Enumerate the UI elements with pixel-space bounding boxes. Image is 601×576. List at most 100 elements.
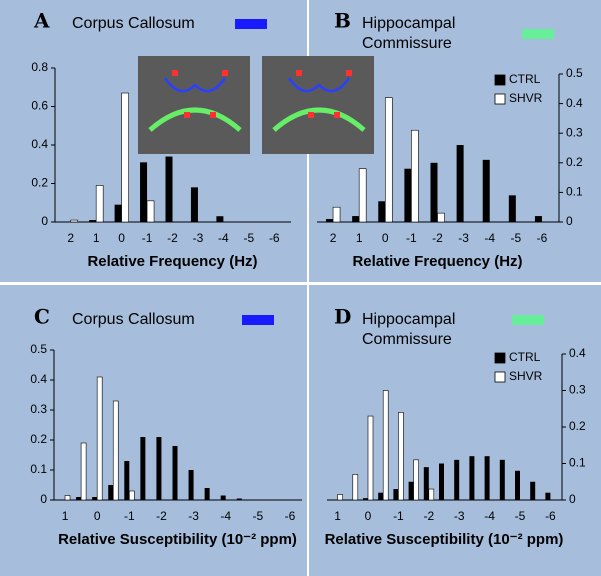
panel-title: Commissure (362, 331, 452, 348)
roi (346, 70, 352, 76)
bar (454, 459, 460, 500)
legend-label: CTRL (509, 72, 541, 86)
bar (534, 216, 542, 222)
plots: A Corpus Callosum 0 0.2 0.4 0.6 0.8 2 1 0 -1 -2 -3 -4… (30, 9, 586, 548)
bar (146, 200, 155, 223)
y-tick-label: 0 (566, 214, 573, 228)
legend-label: CTRL (509, 350, 541, 364)
y-tick-label: 0.6 (31, 99, 48, 113)
y-tick-label: 0.4 (569, 346, 586, 360)
roi (296, 70, 302, 76)
legend-swatch (494, 74, 506, 86)
bar (423, 467, 429, 500)
bar (439, 463, 444, 500)
panel-letter: C (34, 305, 50, 329)
y-tick-label: 0.4 (566, 96, 583, 110)
x-tick-label: -3 (188, 509, 199, 523)
x-axis-label: Relative Frequency (Hz) (352, 253, 522, 270)
y-tick-label: 0.8 (31, 60, 48, 74)
x-tick-label: -1 (406, 231, 417, 245)
bar (121, 92, 129, 223)
x-tick-label: -2 (167, 231, 178, 245)
bar (411, 129, 419, 223)
bar (393, 489, 399, 500)
bar (384, 97, 393, 223)
bar (499, 459, 505, 500)
x-tick-label: 2 (330, 231, 337, 245)
x-tick-label: -4 (484, 231, 495, 245)
bar (172, 446, 178, 500)
x-tick-label: -4 (218, 231, 229, 245)
panel-title: Corpus Callosum (72, 15, 195, 32)
bar (469, 456, 475, 500)
x-tick-label: -3 (454, 509, 465, 523)
bar (437, 212, 445, 223)
bar (112, 400, 119, 501)
panel-letter: A (33, 9, 50, 33)
x-tick-label: -6 (285, 509, 296, 523)
bar (140, 162, 148, 222)
bar (404, 168, 412, 222)
bar (530, 481, 536, 500)
y-tick-label: 0.1 (566, 185, 583, 199)
legend-swatch (494, 93, 506, 105)
x-tick-label: -6 (537, 231, 548, 245)
y-tick-label: 0.5 (566, 66, 583, 80)
x-tick-label: 1 (356, 231, 363, 245)
x-tick-label: 1 (93, 231, 100, 245)
y-tick-label: 0.1 (30, 462, 47, 476)
x-tick-label: 2 (67, 231, 74, 245)
bar (398, 412, 404, 501)
divider (0, 282, 601, 285)
title-swatch (522, 29, 554, 39)
bar (124, 461, 130, 500)
y-tick-label: 0 (569, 492, 576, 506)
bar (408, 481, 414, 500)
bar (236, 498, 242, 500)
bar (332, 206, 341, 223)
x-axis-label: Relative Susceptibility (10⁻² ppm) (325, 531, 564, 548)
bar (337, 494, 343, 501)
x-tick-label: -3 (458, 231, 469, 245)
bar (352, 216, 360, 222)
y-tick-label: 0.3 (566, 125, 583, 139)
roi (172, 70, 178, 76)
x-axis-label: Relative Frequency (Hz) (87, 253, 257, 270)
x-tick-label: 0 (365, 509, 372, 523)
bar (64, 495, 71, 501)
x-tick-label: 1 (62, 509, 69, 523)
bar (92, 497, 98, 500)
bar (80, 442, 87, 501)
title-swatch (242, 315, 274, 325)
bar (216, 216, 224, 222)
bar (188, 470, 194, 500)
bar (545, 492, 551, 500)
bar (358, 168, 367, 223)
x-tick-label: -5 (243, 231, 254, 245)
bar (428, 488, 435, 501)
bar (484, 456, 490, 500)
x-tick-label: -5 (515, 509, 526, 523)
bar (220, 495, 226, 500)
x-axis-label: Relative Susceptibility (10⁻² ppm) (58, 531, 297, 548)
bar (352, 474, 359, 501)
y-tick-label: 0.3 (30, 402, 47, 416)
x-tick-label: -2 (432, 231, 443, 245)
bar (140, 437, 146, 500)
y-tick-label: 0.2 (31, 176, 48, 190)
bar (326, 219, 334, 222)
legend-swatch (494, 352, 506, 364)
y-tick-label: 0.2 (566, 155, 583, 169)
mri-image (262, 56, 374, 154)
x-tick-label: -1 (393, 509, 404, 523)
panel-title: Hippocampal (362, 15, 455, 32)
bar (508, 195, 516, 222)
legend-label: SHVR (509, 91, 543, 105)
panel-letter: D (334, 305, 351, 329)
inset-images (138, 56, 374, 154)
bar (430, 162, 438, 222)
legend-label: SHVR (509, 369, 543, 383)
y-tick-label: 0.1 (569, 456, 586, 470)
bar (204, 488, 210, 500)
